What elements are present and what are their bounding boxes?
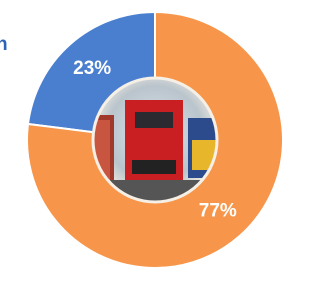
page: n 23%77% (() => { const data = JSON.pars… bbox=[0, 0, 320, 284]
data-label: 23% bbox=[73, 58, 111, 79]
chart: n 23% 77% bbox=[0, 0, 284, 284]
chart-title: n bbox=[0, 34, 8, 55]
data-label: 77% bbox=[199, 200, 237, 221]
